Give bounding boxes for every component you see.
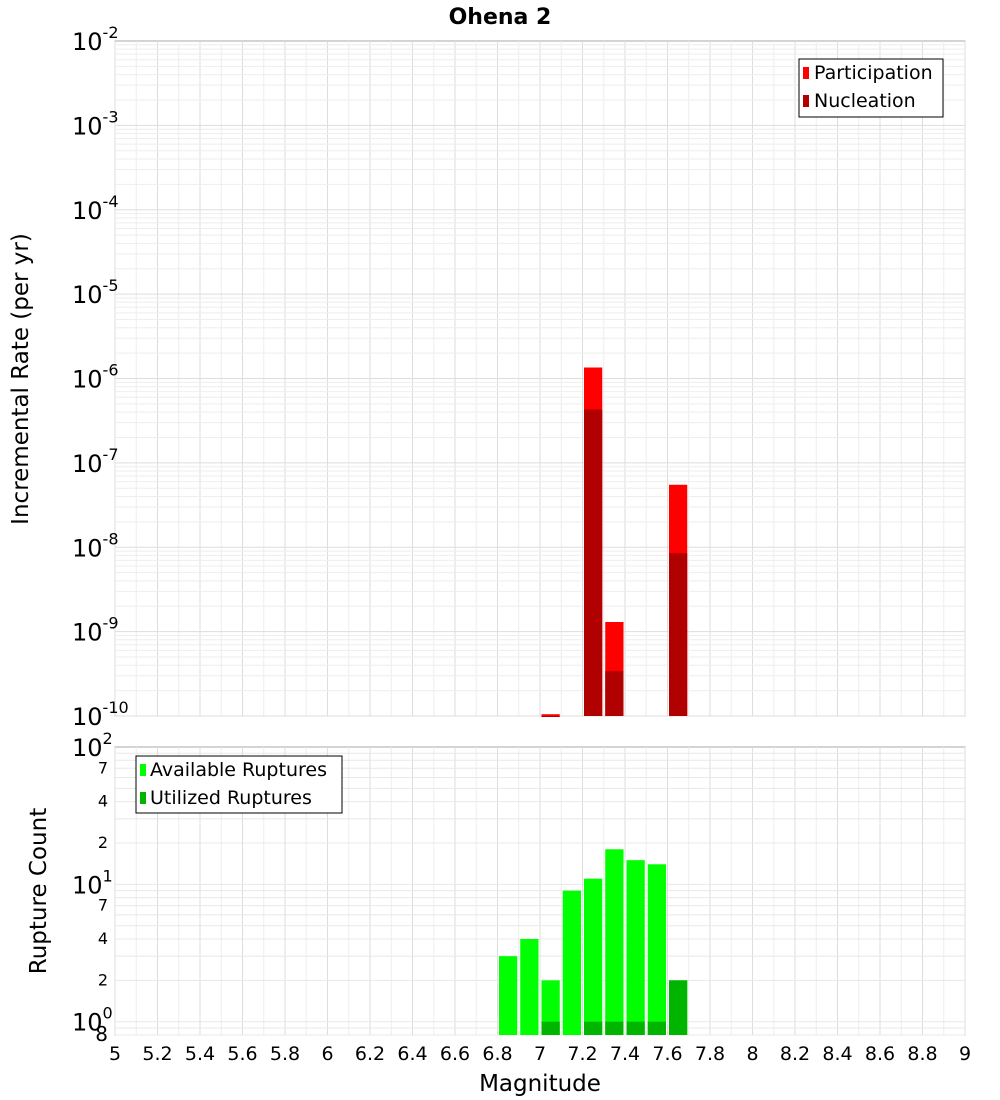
y-tick-label: 10-2 xyxy=(72,23,119,56)
participation-bar xyxy=(541,714,560,716)
nucleation-bar xyxy=(584,409,603,716)
utilized-ruptures-bar xyxy=(541,1021,560,1035)
bottom-y-axis-label: Rupture Count xyxy=(26,808,52,974)
utilized-ruptures-bar xyxy=(626,1021,645,1035)
x-tick-label: 5.4 xyxy=(185,1043,215,1065)
top-y-axis-label: Incremental Rate (per yr) xyxy=(8,233,34,525)
utilized-ruptures-bar xyxy=(647,1021,666,1035)
available-ruptures-bar xyxy=(541,980,560,1035)
y-tick-label: 4 xyxy=(98,792,108,811)
x-tick-label: 6.8 xyxy=(482,1043,512,1065)
x-tick-label: 6.2 xyxy=(355,1043,385,1065)
y-tick-label: 102 xyxy=(72,729,113,762)
x-tick-label: 9 xyxy=(959,1043,971,1065)
y-tick-label: 2 xyxy=(98,833,108,852)
y-tick-label: 10-9 xyxy=(72,614,119,647)
top-legend: Participation Nucleation xyxy=(798,58,944,118)
legend-label-utilized: Utilized Ruptures xyxy=(150,787,312,809)
y-tick-label: 10-3 xyxy=(72,107,119,140)
available-ruptures-bar xyxy=(562,890,581,1035)
legend-swatch-participation xyxy=(803,67,809,79)
x-tick-label: 8.4 xyxy=(822,1043,852,1065)
available-ruptures-bar xyxy=(647,864,666,1035)
x-tick-label: 6.6 xyxy=(440,1043,470,1065)
top-legend-box xyxy=(798,58,944,118)
bottom-plot-bars xyxy=(499,849,688,1035)
y-tick-label: 7 xyxy=(98,758,108,777)
y-tick-label: 10-10 xyxy=(72,698,129,731)
legend-swatch-utilized xyxy=(140,792,146,804)
nucleation-bar xyxy=(605,671,624,716)
x-tick-label: 7.8 xyxy=(695,1043,725,1065)
x-tick-label: 6.4 xyxy=(397,1043,427,1065)
utilized-ruptures-bar xyxy=(605,1021,624,1035)
utilized-ruptures-bar xyxy=(584,1021,603,1035)
y-tick-label: 100 xyxy=(72,1004,113,1037)
top-plot: 10-2 10-3 10-4 10-5 10-6 10-7 10-8 10-9 10-10 In… xyxy=(8,23,966,731)
x-tick-label: 8.8 xyxy=(907,1043,937,1065)
nucleation-bar xyxy=(669,553,688,716)
legend-label-available: Available Ruptures xyxy=(150,759,327,781)
x-tick-label: 6 xyxy=(321,1043,333,1065)
bottom-legend-box xyxy=(135,755,343,814)
x-tick-label: 8.2 xyxy=(780,1043,810,1065)
top-plot-grid xyxy=(114,41,966,717)
top-plot-bars xyxy=(541,367,688,717)
x-tick-label: 5.2 xyxy=(142,1043,172,1065)
x-axis-label: Magnitude xyxy=(479,1071,601,1097)
nucleation-bar xyxy=(541,716,560,717)
y-tick-label: 8 xyxy=(95,1022,108,1046)
y-tick-label: 10-6 xyxy=(72,361,119,394)
x-tick-label: 7.2 xyxy=(567,1043,597,1065)
legend-swatch-available xyxy=(140,764,146,776)
y-tick-label: 2 xyxy=(98,970,108,989)
bottom-plot-grid xyxy=(114,747,966,1036)
x-tick-label: 8.6 xyxy=(865,1043,895,1065)
available-ruptures-bar xyxy=(499,956,518,1035)
bottom-legend: Available Ruptures Utilized Ruptures xyxy=(135,755,343,814)
available-ruptures-bar xyxy=(584,878,603,1035)
y-tick-label: 101 xyxy=(72,866,113,899)
available-ruptures-bar xyxy=(520,939,539,1035)
legend-swatch-nucleation xyxy=(803,95,809,107)
x-tick-label: 7.6 xyxy=(652,1043,682,1065)
y-tick-label: 10-5 xyxy=(72,276,119,309)
y-tick-label: 4 xyxy=(98,929,108,948)
y-tick-label: 10-7 xyxy=(72,445,119,478)
x-axis-ticks: 5 5.2 5.4 5.6 5.8 6 6.2 6.4 6.6 6.8 7 7.2 7.4 7.6 7.8 8… xyxy=(109,1043,971,1065)
chart-title: Ohena 2 xyxy=(449,5,552,30)
x-tick-label: 5.8 xyxy=(270,1043,300,1065)
available-ruptures-bar xyxy=(626,860,645,1035)
x-tick-label: 8 xyxy=(746,1043,758,1065)
top-plot-y-ticks: 10-2 10-3 10-4 10-5 10-6 10-7 10-8 10-9 10-10 xyxy=(72,23,129,731)
legend-label-participation: Participation xyxy=(814,62,933,84)
y-tick-label: 7 xyxy=(98,896,108,915)
x-tick-label: 5.6 xyxy=(227,1043,257,1065)
available-ruptures-bar xyxy=(605,849,624,1035)
y-tick-label: 10-4 xyxy=(72,192,119,225)
utilized-ruptures-bar xyxy=(669,980,688,1035)
x-tick-label: 7.4 xyxy=(610,1043,640,1065)
x-tick-label: 5 xyxy=(109,1043,121,1065)
x-tick-label: 7 xyxy=(534,1043,546,1065)
legend-label-nucleation: Nucleation xyxy=(814,90,916,112)
y-tick-label: 10-8 xyxy=(72,529,119,562)
